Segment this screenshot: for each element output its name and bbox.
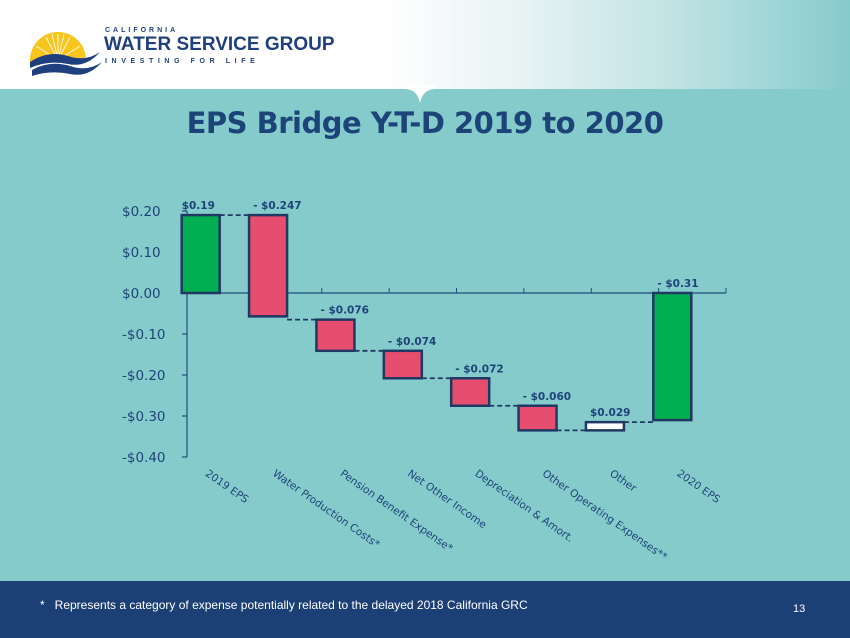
footnote: * Represents a category of expense potent… bbox=[40, 598, 528, 612]
bar-other-operating-expenses bbox=[517, 404, 558, 432]
y-tick-label: $0.10 bbox=[122, 245, 161, 261]
data-label: $0.19 bbox=[182, 200, 215, 212]
data-label: - $0.072 bbox=[455, 363, 504, 375]
company-logo bbox=[28, 22, 328, 82]
data-label: - $0.074 bbox=[388, 336, 437, 348]
logo-line-1: CALIFORNIA bbox=[105, 27, 179, 34]
y-tick-label: -$0.10 bbox=[122, 327, 166, 343]
data-label: - $0.247 bbox=[253, 200, 302, 212]
slide-title: EPS Bridge Y-T-D 2019 to 2020 bbox=[186, 106, 664, 140]
header-notch-decoration bbox=[405, 85, 435, 103]
y-tick-label: -$0.20 bbox=[122, 368, 166, 384]
category-label: Pension Benefit Expense* bbox=[338, 468, 455, 555]
bar-depreciation-amort bbox=[449, 377, 491, 407]
data-label: - $0.076 bbox=[320, 305, 369, 317]
connector-lines bbox=[219, 214, 654, 432]
page-number: 13 bbox=[793, 603, 806, 615]
y-tick-label: $0.20 bbox=[122, 204, 161, 220]
bar-2019-eps bbox=[180, 213, 221, 295]
data-labels: $0.19 - $0.247 - $0.076 - $0.074 - $0.072 - $… bbox=[182, 200, 699, 419]
data-label: - $0.31 bbox=[657, 278, 698, 290]
footnote-text: Represents a category of expense potenti… bbox=[54, 598, 528, 612]
bar-net-other-income bbox=[382, 349, 424, 380]
data-label: $0.029 bbox=[590, 407, 631, 419]
category-label: 2019 EPS bbox=[203, 468, 251, 507]
y-axis: $0.20 $0.10 $0.00 -$0.10 -$0.20 -$0.30 -$0.40 bbox=[122, 204, 188, 466]
y-tick-label: -$0.40 bbox=[122, 450, 166, 466]
logo-line-2: WATER SERVICE GROUP bbox=[104, 34, 335, 55]
y-tick-label: -$0.30 bbox=[122, 409, 166, 425]
category-labels: 2019 EPS Water Production Costs*Pension B… bbox=[203, 468, 722, 564]
bar-water-production-costs bbox=[247, 213, 289, 318]
bar-other bbox=[584, 420, 626, 432]
category-label: Other bbox=[607, 468, 639, 495]
data-label: - $0.060 bbox=[523, 391, 572, 403]
bar-pension-benefit-expense bbox=[315, 318, 356, 353]
y-tick-label: $0.00 bbox=[122, 286, 161, 302]
category-label: 2020 EPS bbox=[675, 468, 723, 507]
category-label: Other Operating Expenses** bbox=[540, 468, 669, 564]
slide-header: CALIFORNIA WATER SERVICE GROUP INVESTING… bbox=[0, 0, 850, 89]
bars bbox=[180, 213, 693, 432]
eps-bridge-chart: $0.20$0.10$0.00-$0.10-$0.20-$0.30-$0.40 … bbox=[122, 200, 727, 564]
logo-line-3: INVESTING FOR LIFE bbox=[105, 58, 260, 65]
slide-footer: * Represents a category of expense potent… bbox=[0, 581, 850, 638]
category-label: Water Production Costs* bbox=[270, 468, 381, 551]
sun-wave-logo-icon bbox=[30, 32, 102, 76]
bar-2020-eps bbox=[652, 291, 693, 422]
footnote-marker: * bbox=[40, 598, 45, 612]
